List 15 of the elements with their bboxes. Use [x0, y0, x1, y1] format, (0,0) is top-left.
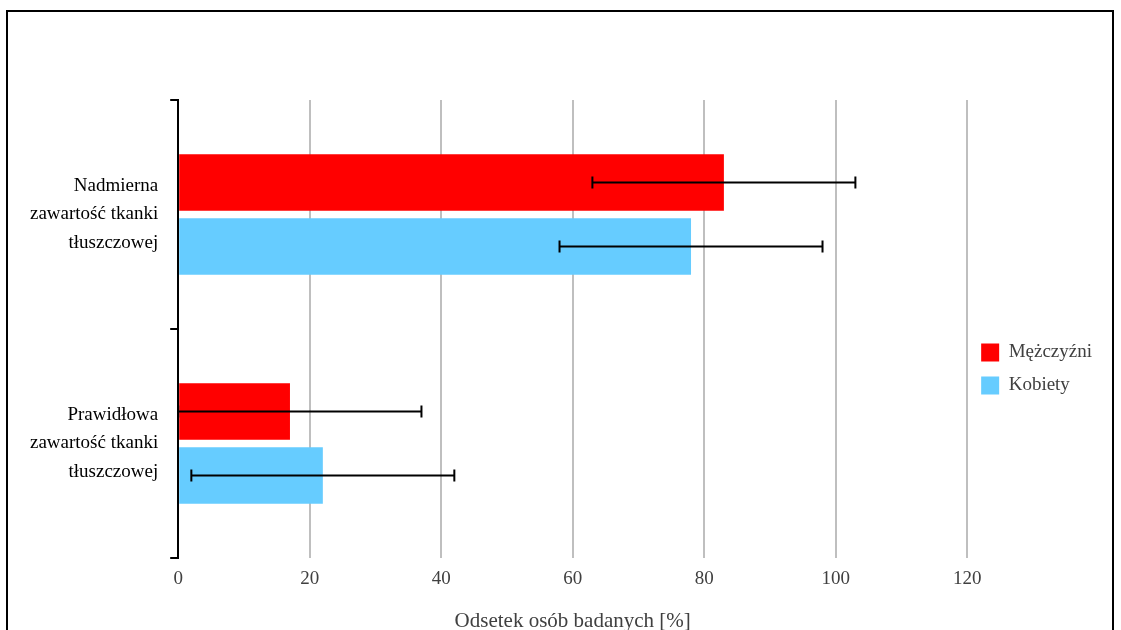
y-tick-label: Prawidłowa zawartość tkanki tłuszczowej: [29, 402, 159, 481]
legend-label: Kobiety: [1008, 373, 1071, 395]
x-tick-label: 0: [173, 567, 183, 589]
bar: [179, 447, 323, 504]
x-tick-label: 60: [563, 567, 583, 589]
x-tick-label: 80: [694, 567, 714, 589]
x-tick-label: 40: [431, 567, 451, 589]
x-tick-label: 20: [300, 567, 320, 589]
legend-label: Mężczyźni: [1008, 340, 1093, 362]
y-tick-label: Nadmierna zawartość tkanki tłuszczowej: [29, 173, 159, 252]
x-tick-label: 120: [952, 567, 982, 589]
bar: [179, 383, 290, 440]
bar: [179, 218, 692, 275]
x-tick-label: 100: [821, 567, 850, 589]
bar: [179, 154, 724, 211]
